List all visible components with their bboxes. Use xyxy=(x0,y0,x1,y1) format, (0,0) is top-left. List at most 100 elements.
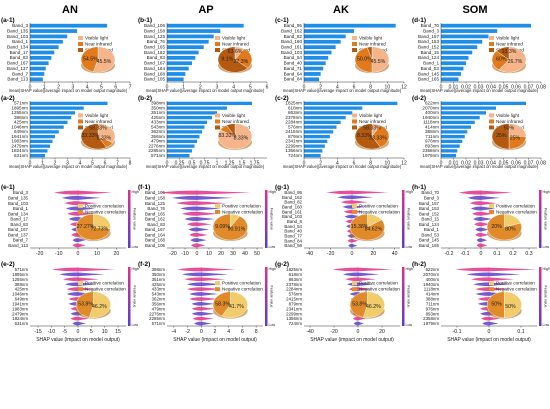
legend-label: Positive correlation xyxy=(496,203,535,208)
bar xyxy=(441,106,496,110)
x-tick-label: 40 xyxy=(392,251,398,257)
category-label: 350nm xyxy=(152,272,166,277)
category-label: 2070nm xyxy=(422,105,439,110)
x-tick-label: -10 xyxy=(55,251,63,257)
x-tick-label: 0 xyxy=(29,85,32,91)
pie-label: 58.33% xyxy=(89,126,107,132)
colorbar xyxy=(539,267,542,326)
pie-slice xyxy=(496,46,510,60)
panel-f-1: (f-1)Band_106Band_158Band_125Band_76Band… xyxy=(138,184,276,257)
bar xyxy=(30,111,75,115)
panel-label: (c-2) xyxy=(275,95,289,102)
violin xyxy=(176,201,227,206)
violin xyxy=(59,272,105,277)
pie-label: 45.5% xyxy=(97,59,112,65)
category-label: 618nm xyxy=(288,105,302,110)
panel-label: (b-2) xyxy=(138,95,152,102)
legend-swatch xyxy=(215,42,220,47)
panel-b-2: (b-2)398nm350nm351nm425nm433nm543nm362nm… xyxy=(138,95,267,169)
panel-h-2: (h-2)622nm2070nm400nm1940nm1118nm414nm38… xyxy=(412,261,550,343)
x-tick-label: 0.07 xyxy=(524,85,534,91)
category-label: 400nm xyxy=(426,277,440,282)
bar xyxy=(304,144,325,148)
violin xyxy=(191,306,215,311)
bar xyxy=(30,101,108,106)
bar xyxy=(30,66,46,71)
legend-label: Positive correlation xyxy=(85,281,124,286)
panel-h-1: (h-1)Band_70Band_3Band_157Band_153Band_1… xyxy=(412,184,550,257)
x-tick-label: 0.1 xyxy=(517,329,524,335)
bar xyxy=(441,101,526,106)
category-label: 1118nm xyxy=(424,287,440,292)
legend-swatch xyxy=(78,36,83,41)
legend-label: Visible light xyxy=(359,113,383,118)
category-label: 576nm xyxy=(289,292,303,297)
category-label: Band_137 xyxy=(8,232,29,237)
category-label: Band_58 xyxy=(284,243,302,248)
category-label: 2378nm xyxy=(285,115,302,120)
x-axis-title: mean|SHAP value|(average impact on model… xyxy=(146,164,265,169)
category-label: 1895nm xyxy=(12,272,28,277)
violin xyxy=(471,277,515,282)
bar xyxy=(304,115,346,120)
bar xyxy=(441,111,486,115)
category-label: Band_83 xyxy=(10,222,28,227)
x-tick-label: 0 xyxy=(196,251,199,257)
x-tick-label: 0 xyxy=(440,161,443,167)
pie-label: 63.6% xyxy=(228,49,243,55)
bar xyxy=(30,134,55,139)
pie-slice xyxy=(363,291,385,318)
legend-swatch xyxy=(78,287,83,292)
category-label: Band_157 xyxy=(419,201,440,206)
legend-label: Negative correlation xyxy=(85,287,126,292)
violin xyxy=(325,190,390,195)
panel-label: (h-1) xyxy=(412,184,426,191)
pie-slice xyxy=(75,291,94,318)
bar xyxy=(167,144,195,148)
category-label: 2479nm xyxy=(12,311,28,316)
violin xyxy=(181,211,219,216)
pie-slice xyxy=(366,46,373,60)
bar xyxy=(441,50,473,55)
bar xyxy=(304,130,334,134)
legend-label: Near infrared xyxy=(496,42,523,47)
category-label: 622nm xyxy=(426,267,440,272)
legend-label: Negative correlation xyxy=(222,287,263,292)
category-label: Band_137 xyxy=(7,66,28,71)
bar xyxy=(167,149,192,153)
bar xyxy=(304,66,324,71)
category-label: 2341nm xyxy=(286,306,302,311)
legend-swatch xyxy=(78,42,83,47)
legend-swatch xyxy=(78,203,83,208)
x-tick-label: 4 xyxy=(232,85,235,91)
pie-label: 25% xyxy=(510,136,521,142)
violin xyxy=(182,272,229,277)
legend-swatch xyxy=(489,113,494,118)
x-tick-label: 2 xyxy=(54,161,57,167)
bar xyxy=(30,106,84,110)
x-tick-label: 8 xyxy=(369,85,372,91)
colorbar-low: Low xyxy=(269,323,276,327)
violin xyxy=(482,321,499,326)
violin xyxy=(469,201,497,206)
category-label: 1824nm xyxy=(12,316,28,321)
panel-e-1: (e-1)Band_3Band_135Band_103Band_1Band_13… xyxy=(1,184,139,257)
category-label: Band_164 xyxy=(144,66,165,71)
pie-slice xyxy=(486,213,522,241)
column-header-an: AN xyxy=(62,4,78,16)
category-label: 2415nm xyxy=(285,129,302,134)
category-label: Band_168 xyxy=(144,71,165,76)
category-label: Band_161 xyxy=(282,209,303,214)
colorbar xyxy=(128,267,131,326)
category-label: Band_82 xyxy=(284,34,303,39)
x-tick-label: 0.01 xyxy=(449,161,459,167)
x-tick-label: 10 xyxy=(94,251,100,257)
violin xyxy=(476,243,488,248)
violin xyxy=(458,190,513,195)
bar xyxy=(441,153,456,158)
category-label: 1255nm xyxy=(11,110,28,115)
category-label: 2284nm xyxy=(285,120,302,125)
bar xyxy=(30,50,55,55)
x-tick-label: 0 xyxy=(488,329,491,335)
x-tick-label: 0 xyxy=(303,161,306,167)
